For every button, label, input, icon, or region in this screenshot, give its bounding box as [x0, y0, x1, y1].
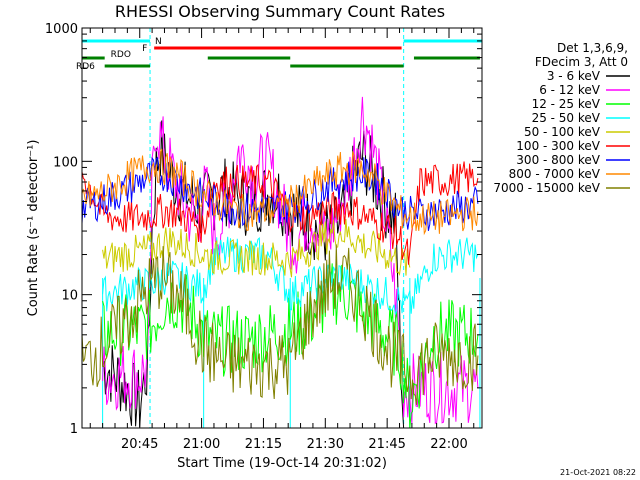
series-line-5 — [81, 161, 479, 265]
state-bars: NF RDO RD6 — [76, 37, 482, 72]
y-tick-label: 1000 — [45, 22, 78, 37]
legend-label-8: 7000 - 15000 keV — [493, 181, 600, 195]
x-tick-label: 21:15 — [245, 437, 282, 452]
chart-title: RHESSI Observing Summary Count Rates — [115, 2, 445, 21]
series-line-2 — [102, 263, 479, 429]
y-tick-label: 1 — [70, 422, 78, 437]
series-line-4 — [102, 219, 411, 278]
legend-label-3: 25 - 50 keV — [532, 111, 601, 125]
series-layer — [81, 96, 479, 429]
legend-label-4: 50 - 100 keV — [524, 125, 601, 139]
legend-header-line-1: Det 1,3,6,9, — [557, 41, 628, 55]
y-tick-label: 10 — [61, 289, 78, 304]
legend-label-5: 100 - 300 keV — [516, 139, 600, 153]
legend-label-2: 12 - 25 keV — [532, 97, 601, 111]
timestamp: 21-Oct-2021 08:22 — [560, 468, 636, 477]
legend: Det 1,3,6,9, FDecim 3, Att 0 3 - 6 keV6 … — [493, 41, 630, 195]
plot-frame — [81, 27, 483, 429]
series-line-8 — [81, 244, 479, 405]
plot-area: NF RDO RD6 — [76, 28, 482, 429]
x-axis: 20:45 21:00 21:15 21:30 21:45 22:00 — [89, 28, 475, 452]
series-line-7 — [81, 148, 479, 236]
state-label-rd6: RD6 — [76, 62, 95, 72]
legend-label-1: 6 - 12 keV — [539, 83, 601, 97]
y-tick-label: 100 — [53, 155, 78, 170]
x-tick-label: 21:45 — [368, 437, 405, 452]
state-label-n: N — [155, 37, 162, 47]
x-tick-label: 21:30 — [307, 437, 344, 452]
state-label-f: F — [142, 44, 147, 54]
x-tick-label: 22:00 — [430, 437, 467, 452]
y-axis: 1 10 100 1000 — [45, 22, 482, 437]
state-label-rdo: RDO — [111, 50, 131, 60]
x-tick-label: 21:00 — [183, 437, 220, 452]
legend-label-0: 3 - 6 keV — [547, 69, 601, 83]
y-axis-label: Count Rate (s⁻¹ detector⁻¹) — [26, 140, 41, 317]
x-axis-label: Start Time (19-Oct-14 20:31:02) — [177, 456, 387, 471]
legend-label-7: 800 - 7000 keV — [509, 167, 601, 181]
series-line-6 — [81, 156, 479, 232]
x-tick-label: 20:45 — [121, 437, 158, 452]
legend-label-6: 300 - 800 keV — [516, 153, 600, 167]
legend-header-line-2: FDecim 3, Att 0 — [535, 55, 628, 69]
